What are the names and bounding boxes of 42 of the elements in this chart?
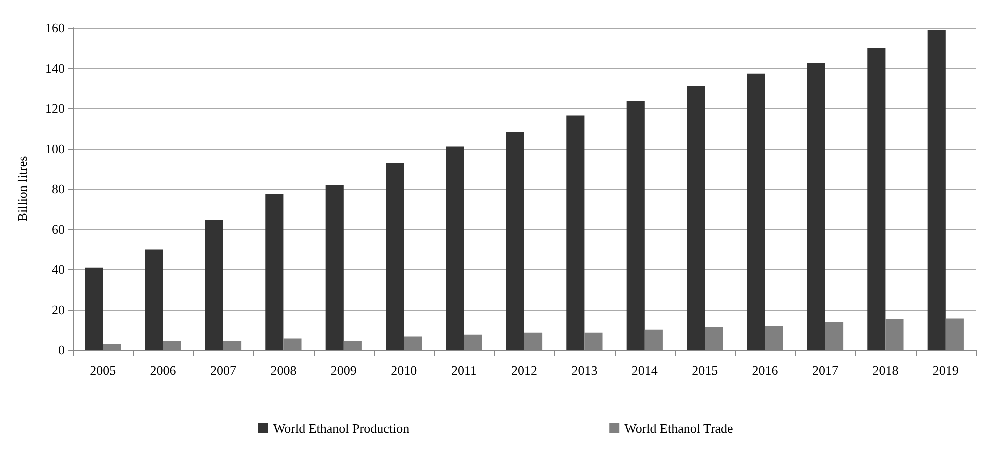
x-tick-label: 2005 (90, 363, 116, 378)
x-tick-label: 2017 (812, 363, 839, 378)
bar (747, 74, 766, 350)
x-tick-label: 2015 (692, 363, 718, 378)
bar (687, 86, 706, 350)
bar (807, 63, 826, 350)
y-tick-label: 40 (52, 262, 65, 277)
legend-label: World Ethanol Trade (624, 421, 734, 436)
bar (326, 184, 344, 350)
y-tick-label: 60 (52, 222, 65, 237)
bar (506, 132, 524, 350)
bar (386, 163, 404, 350)
x-tick-label: 2013 (572, 363, 598, 378)
x-tick-label: 2012 (512, 363, 538, 378)
x-tick-label: 2006 (150, 363, 177, 378)
y-tick-label: 160 (46, 20, 65, 36)
x-tick-label: 2009 (330, 363, 357, 378)
x-tick-label: 2016 (752, 363, 779, 378)
y-tick-label: 140 (46, 60, 65, 76)
x-tick-label: 2008 (270, 363, 297, 378)
bar (145, 250, 164, 350)
y-axis-title: Billion litres (15, 156, 30, 222)
bar (566, 116, 585, 350)
bar (868, 48, 886, 350)
legend-label: World Ethanol Production (273, 421, 410, 436)
bar (85, 268, 104, 350)
y-tick-label: 100 (46, 141, 65, 156)
y-tick-label: 0 (58, 342, 65, 358)
x-tick-label: 2007 (210, 363, 237, 378)
y-tick-label: 120 (46, 101, 65, 116)
bar (446, 146, 464, 350)
bar (626, 101, 645, 350)
x-tick-label: 2010 (391, 363, 418, 378)
x-tick-label: 2014 (632, 363, 658, 378)
y-tick-label: 20 (52, 302, 65, 318)
bar (205, 220, 224, 350)
y-tick-label: 80 (52, 182, 65, 196)
x-tick-label: 2019 (932, 363, 959, 378)
x-tick-label: 2011 (452, 363, 478, 378)
x-tick-label: 2018 (872, 363, 899, 378)
bar (928, 30, 946, 350)
bar (266, 194, 284, 350)
